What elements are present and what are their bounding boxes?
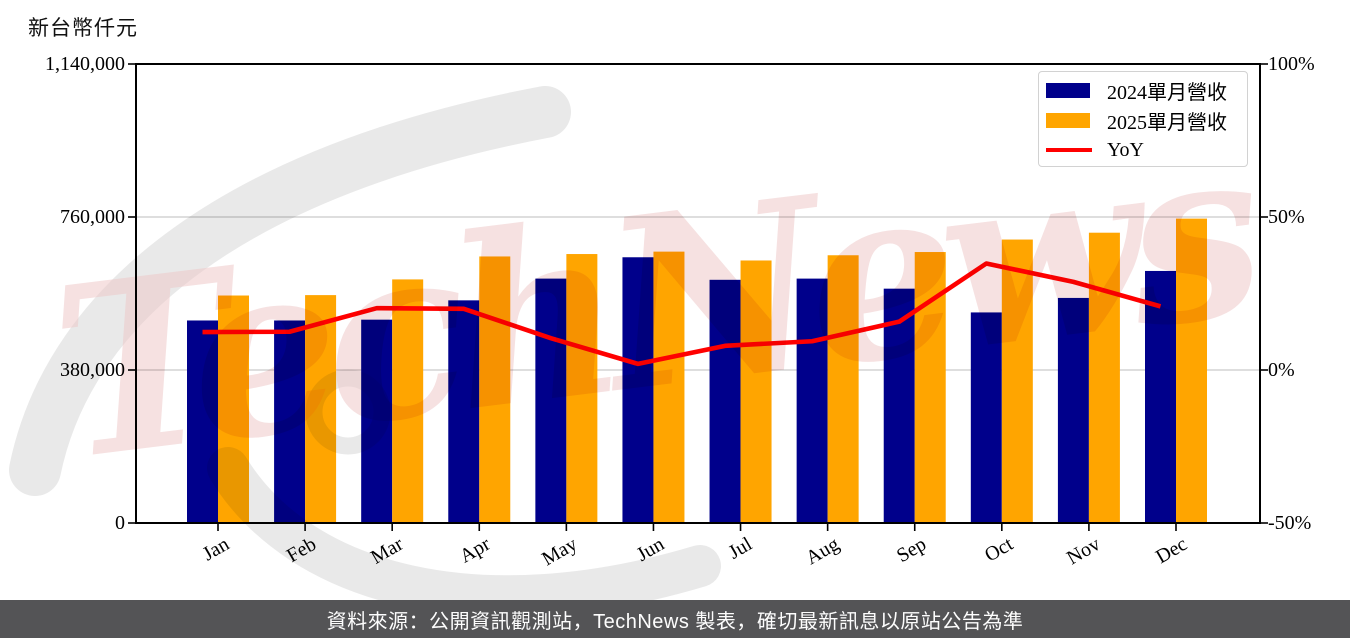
legend-label-2024: 2024單月營收: [1107, 81, 1227, 104]
legend: 2024單月營收 2025單月營收 YoY: [1038, 71, 1248, 167]
bar-2024-May: [535, 278, 567, 523]
legend-swatch-2024: [1046, 82, 1090, 98]
bar-2025-Mar: [392, 279, 424, 523]
bar-2024-Mar: [361, 319, 393, 523]
y-right-tick-label: 50%: [1268, 206, 1305, 228]
legend-row-2024: 2024單月營收: [1039, 75, 1247, 105]
bar-2025-Sep: [914, 252, 946, 524]
bar-2024-Sep: [883, 288, 915, 523]
footer-source-bar: 資料來源：公開資訊觀測站，TechNews 製表，確切最新訊息以原站公告為準: [0, 600, 1350, 638]
legend-label-yoy: YoY: [1107, 138, 1144, 161]
bar-2025-Dec: [1176, 218, 1207, 523]
legend-label-2025: 2025單月營收: [1107, 111, 1227, 134]
bar-2024-Aug: [796, 278, 828, 523]
y-left-tick-label: 1,140,000: [45, 53, 125, 75]
bar-2024-Apr: [448, 300, 480, 523]
legend-row-2025: 2025單月營收: [1039, 105, 1247, 135]
bar-2024-Feb: [274, 320, 306, 523]
y-right-tick-label: 100%: [1268, 53, 1315, 75]
bar-2024-Dec: [1145, 270, 1176, 523]
legend-row-yoy: YoY: [1039, 135, 1247, 165]
bar-2025-Feb: [305, 295, 337, 523]
y-left-tick-label: 0: [115, 512, 125, 534]
bar-2025-May: [566, 254, 598, 523]
bar-2024-Oct: [970, 312, 1002, 523]
y-right-tick-label: 0%: [1268, 359, 1295, 381]
bar-2025-Jul: [740, 260, 772, 523]
bar-2025-Oct: [1001, 239, 1033, 523]
footer-source-text: 資料來源：公開資訊觀測站，TechNews 製表，確切最新訊息以原站公告為準: [326, 610, 1024, 633]
bar-2024-Jan: [187, 320, 218, 523]
bar-2024-Nov: [1057, 297, 1089, 523]
bar-2025-Aug: [827, 255, 859, 523]
bar-2025-Jun: [653, 251, 685, 523]
bar-2024-Jun: [622, 257, 654, 523]
y-right-tick-label: -50%: [1268, 512, 1312, 534]
legend-yoy-line-swatch: [1046, 147, 1092, 153]
y-axis-title: 新台幣仟元: [28, 16, 138, 40]
legend-swatch-2025: [1046, 112, 1090, 128]
bar-2025-Nov: [1088, 232, 1120, 523]
y-left-tick-label: 380,000: [60, 359, 125, 381]
bar-2025-Apr: [479, 256, 511, 523]
y-left-tick-label: 760,000: [60, 206, 125, 228]
bar-2024-Jul: [709, 279, 741, 523]
